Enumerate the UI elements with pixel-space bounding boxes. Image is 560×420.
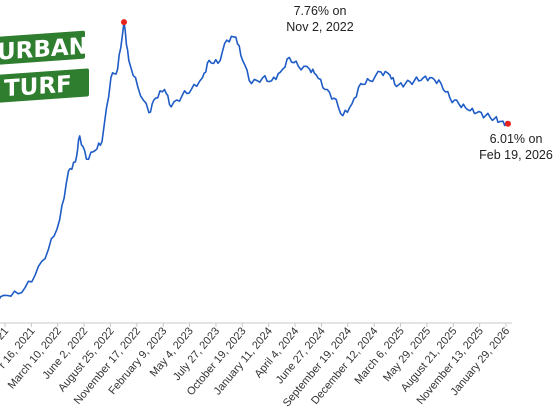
latest-annotation: 6.01% on Feb 19, 2026 [466, 131, 560, 163]
urban-turf-logo: URBAN TURF [0, 30, 91, 105]
peak-annotation: 7.76% on Nov 2, 2022 [270, 3, 370, 35]
latest-rate-marker [505, 120, 511, 127]
peak-annotation-value: 7.76% on [293, 4, 347, 18]
logo-urban-text: URBAN [0, 33, 88, 65]
rate-series-line [0, 21, 509, 300]
x-axis-tick-label: 2021 [0, 325, 11, 351]
latest-annotation-value: 6.01% on [489, 132, 543, 146]
latest-annotation-date: Feb 19, 2026 [479, 148, 553, 162]
peak-rate-marker [121, 19, 127, 26]
logo-turf-text: TURF [4, 72, 72, 103]
x-axis-ticks [4, 323, 507, 327]
peak-annotation-date: Nov 2, 2022 [286, 20, 354, 34]
